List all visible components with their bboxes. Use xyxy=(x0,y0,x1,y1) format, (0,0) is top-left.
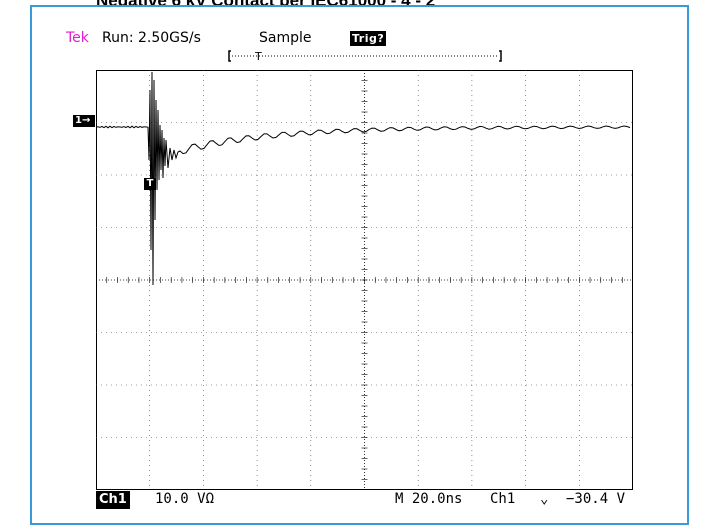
channel-badge: Ch1 xyxy=(96,491,130,509)
horizontal-scale-readout: M 20.0ns xyxy=(395,491,463,507)
waveform-trace xyxy=(96,71,631,286)
brand-label: Tek xyxy=(66,30,89,46)
graticule xyxy=(96,70,633,490)
channel-1-ground-marker[interactable]: 1→ xyxy=(73,115,95,127)
vertical-scale-readout: 10.0 VΩ xyxy=(155,491,215,507)
falling-edge-icon: ⌄ xyxy=(540,491,549,507)
trigger-status-badge: Trig? xyxy=(350,31,387,46)
record-trigger-marker: T xyxy=(254,50,262,62)
trigger-position-marker[interactable]: T xyxy=(144,178,156,190)
run-status: Run: 2.50GS/s xyxy=(102,30,201,46)
trigger-source-readout: Ch1 xyxy=(490,491,516,507)
acquisition-mode: Sample xyxy=(259,30,312,46)
record-length-bar: T xyxy=(228,50,502,62)
waveform-display xyxy=(96,70,633,490)
trigger-level-readout: −30.4 V xyxy=(566,491,626,507)
